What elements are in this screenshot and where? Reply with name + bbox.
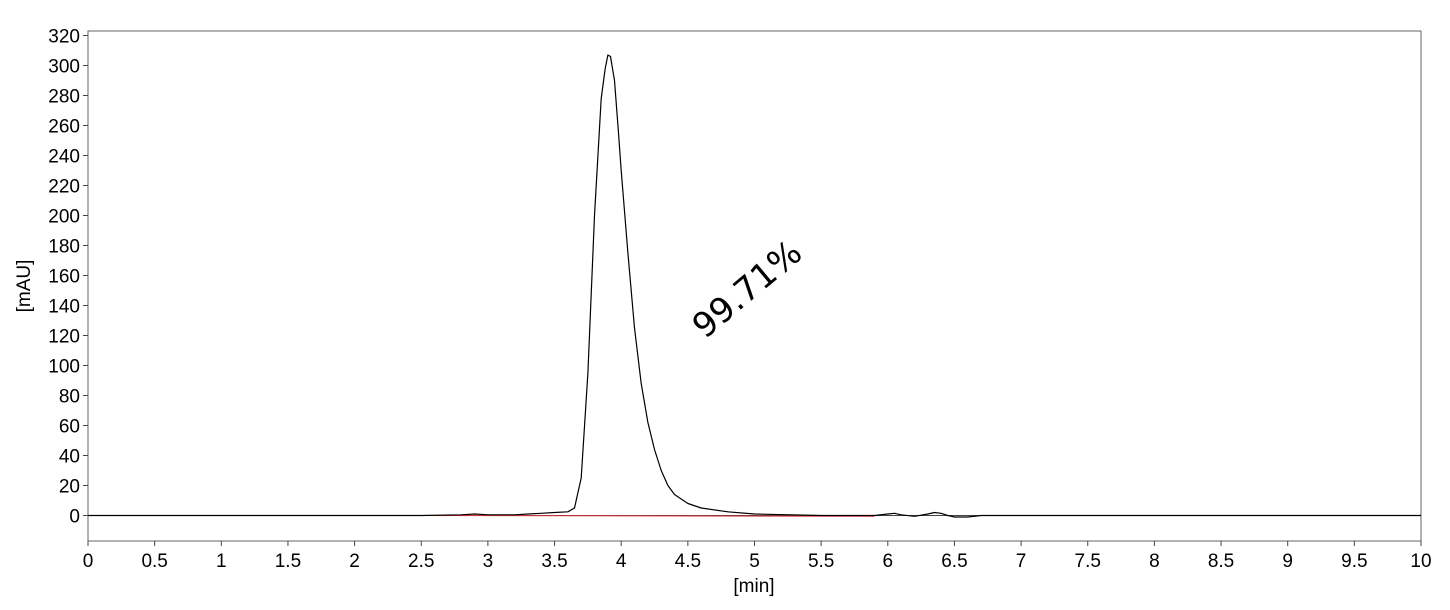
y-tick-label: 240	[48, 147, 80, 168]
x-tick-label: 10	[1410, 551, 1431, 572]
x-tick-label: 8.5	[1208, 551, 1234, 572]
x-tick-label: 2	[349, 551, 360, 572]
x-tick-label: 3	[483, 551, 494, 572]
x-axis-title: [min]	[733, 576, 774, 597]
y-tick-label: 80	[59, 387, 80, 408]
y-tick-label: 220	[48, 177, 80, 198]
y-tick-label: 140	[48, 297, 80, 318]
y-tick-label: 320	[48, 27, 80, 48]
x-tick-label: 5	[749, 551, 760, 572]
signal-trace	[88, 54, 1421, 518]
peak-percent-annotation: 99.71%	[685, 233, 810, 347]
x-tick-label: 6	[883, 551, 894, 572]
y-tick-label: 60	[59, 417, 80, 438]
annotation-layer: 99.71%	[685, 233, 810, 347]
x-tick-label: 0	[83, 551, 94, 572]
integration-baseline	[421, 515, 875, 517]
x-tick-label: 4	[616, 551, 627, 572]
x-tick-label: 3.5	[541, 551, 567, 572]
x-tick-label: 7	[1016, 551, 1027, 572]
x-tick-label: 9.5	[1341, 551, 1367, 572]
x-tick-label: 6.5	[941, 551, 967, 572]
x-tick-label: 9	[1282, 551, 1293, 572]
y-tick-label: 280	[48, 87, 80, 108]
y-tick-label: 300	[48, 57, 80, 78]
y-axis: 0 20 40 60 80 100 120 140 160 180 200 220 240 260 280 3…	[48, 27, 88, 528]
y-tick-label: 160	[48, 267, 80, 288]
x-tick-label: 1.5	[275, 551, 301, 572]
y-tick-label: 0	[69, 507, 80, 528]
y-tick-label: 20	[59, 477, 80, 498]
y-tick-label: 200	[48, 207, 80, 228]
x-tick-label: 1	[216, 551, 227, 572]
x-tick-label: 5.5	[808, 551, 834, 572]
x-axis: 0 0.5 1 1.5 2 2.5 3 3.5 4 4.5 5 5.5 6 6.5 7 7.5 8 8.5 9 9.5…	[83, 541, 1432, 572]
y-tick-label: 40	[59, 447, 80, 468]
y-tick-label: 260	[48, 117, 80, 138]
x-tick-label: 2.5	[408, 551, 434, 572]
y-tick-label: 120	[48, 327, 80, 348]
x-tick-label: 8	[1149, 551, 1160, 572]
y-tick-label: 100	[48, 357, 80, 378]
y-axis-title: [mAU]	[14, 260, 35, 313]
x-tick-label: 7.5	[1075, 551, 1101, 572]
x-tick-label: 4.5	[675, 551, 701, 572]
y-tick-label: 180	[48, 237, 80, 258]
x-tick-label: 0.5	[141, 551, 167, 572]
series-layer	[88, 54, 1421, 518]
